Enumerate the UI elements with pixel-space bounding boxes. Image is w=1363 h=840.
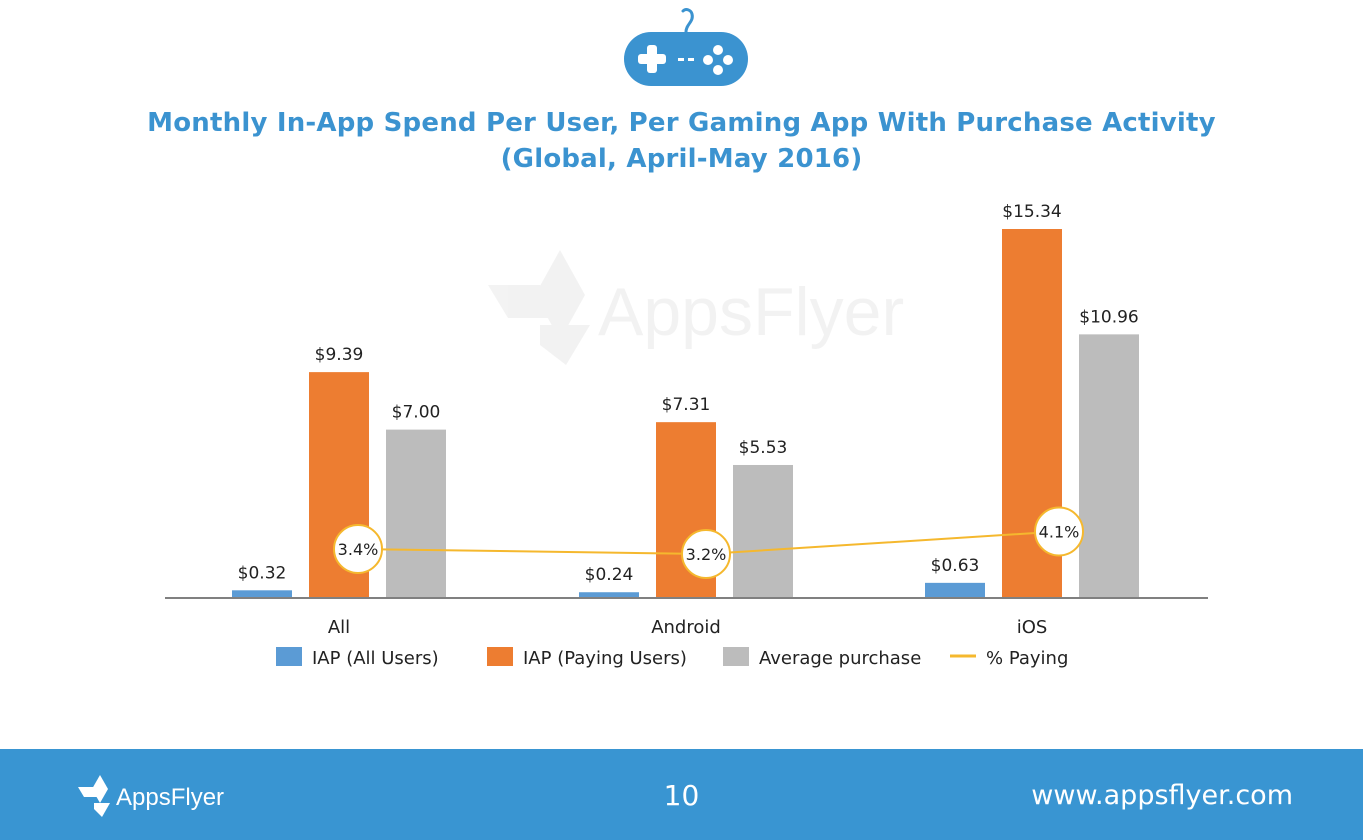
legend-label-3: % Paying — [986, 648, 1068, 669]
bar-0-1 — [579, 592, 639, 598]
legend-swatch-1 — [487, 647, 513, 666]
appsflyer-logo: AppsFlyer — [78, 775, 224, 817]
bar-label-0-0: $0.32 — [238, 563, 287, 583]
bar-label-0-2: $0.63 — [931, 556, 980, 576]
footer-bar: AppsFlyer 10 www.appsflyer.com — [0, 749, 1363, 840]
bar-label-1-0: $9.39 — [315, 345, 364, 365]
bar-label-0-1: $0.24 — [585, 565, 634, 585]
bar-0-0 — [232, 590, 292, 598]
bar-label-1-1: $7.31 — [662, 395, 711, 415]
paying-label-2: 4.1% — [1039, 523, 1080, 542]
footer-logo-text: AppsFlyer — [116, 784, 224, 811]
paying-marker-0 — [333, 524, 383, 574]
bar-label-1-2: $15.34 — [1002, 202, 1061, 222]
paying-label-1: 3.2% — [686, 545, 727, 564]
category-label-0: All — [328, 617, 350, 638]
bar-2-0 — [386, 429, 446, 598]
legend-label-2: Average purchase — [759, 648, 921, 669]
chart-subtitle: (Global, April-May 2016) — [500, 144, 863, 174]
paying-label-0: 3.4% — [338, 540, 379, 559]
legend-swatch-0 — [276, 647, 302, 666]
watermark-icon — [488, 250, 590, 365]
watermark-logo: AppsFlyer — [488, 250, 904, 365]
bar-label-2-1: $5.53 — [739, 438, 788, 458]
chart-title: Monthly In-App Spend Per User, Per Gamin… — [147, 108, 1216, 138]
footer-url[interactable]: www.appsflyer.com — [1031, 780, 1293, 811]
watermark-text: AppsFlyer — [598, 274, 904, 350]
bar-2-1 — [733, 464, 793, 598]
legend-swatch-2 — [723, 647, 749, 666]
bar-label-2-0: $7.00 — [392, 403, 441, 423]
legend: IAP (All Users) IAP (Paying Users) Average… — [276, 647, 1068, 669]
bar-2-2 — [1079, 334, 1139, 598]
paying-marker-1 — [681, 529, 731, 579]
category-label-1: Android — [651, 617, 721, 638]
bar-0-2 — [925, 582, 985, 598]
legend-label-1: IAP (Paying Users) — [523, 648, 687, 669]
category-label-2: iOS — [1017, 617, 1048, 638]
bar-chart: AppsFlyer $0.32 $0.24 $0.63 $9.39 $7.31 $15.3… — [165, 202, 1208, 669]
legend-label-0: IAP (All Users) — [312, 648, 439, 669]
paying-marker-2 — [1034, 506, 1084, 557]
gamepad-icon — [624, 8, 748, 86]
page-number: 10 — [663, 779, 700, 812]
bar-label-2-2: $10.96 — [1079, 307, 1138, 327]
